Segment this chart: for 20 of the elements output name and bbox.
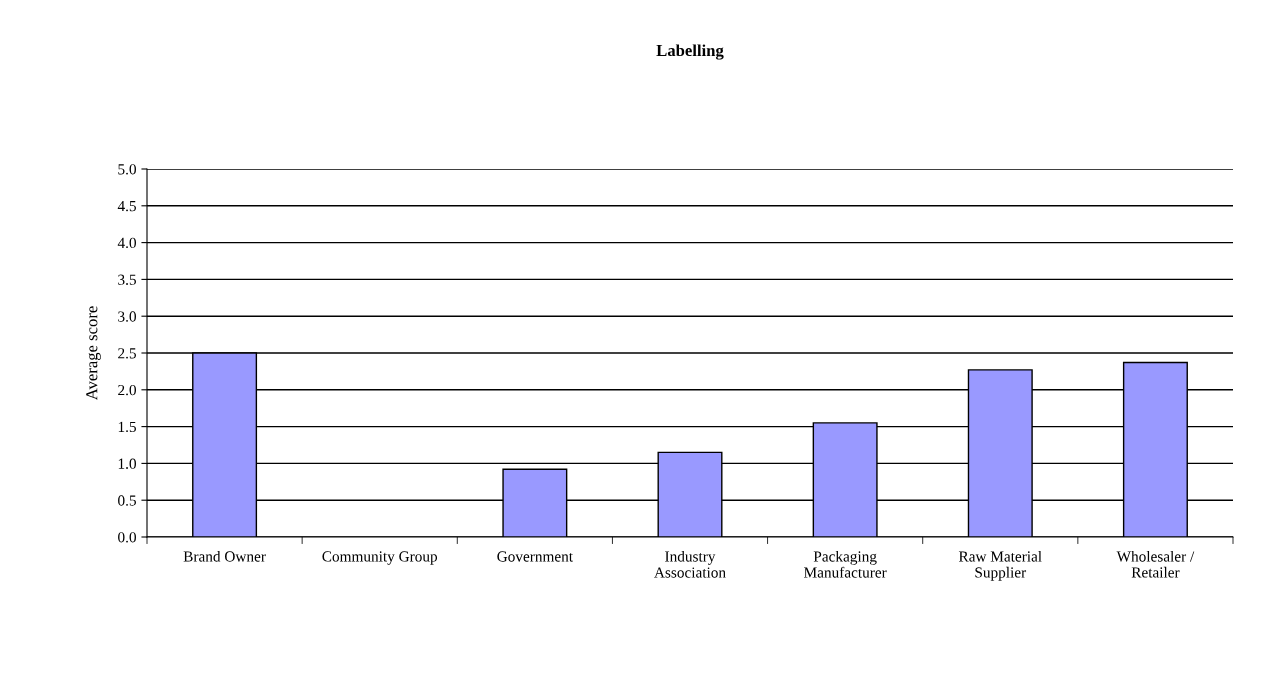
- y-tick-label: 2.5: [118, 348, 136, 359]
- x-tick-label: Government: [497, 551, 573, 562]
- x-tick-label: Brand Owner: [183, 550, 266, 562]
- x-tick-label: Community Group: [322, 551, 438, 565]
- y-tick-label: 4.5: [117, 201, 136, 212]
- y-tick-label: 3.0: [118, 311, 136, 322]
- x-tick-label: Raw Material Supplier: [958, 550, 1042, 581]
- x-tick-label: Wholesaler / Retailer: [1116, 550, 1195, 578]
- y-tick-label: 1.0: [118, 458, 136, 469]
- y-tick-label: 5.0: [118, 164, 136, 175]
- x-tick-label: Industry Association: [654, 550, 726, 578]
- chart-title: Labelling: [656, 44, 724, 60]
- y-tick-label: 3.5: [118, 274, 136, 285]
- y-tick-label: 0.0: [118, 532, 136, 543]
- x-tick-label: Packaging Manufacturer: [804, 550, 887, 578]
- y-axis-title: Average score: [86, 306, 101, 401]
- y-tick-label: 1.5: [118, 421, 136, 433]
- y-tick-label: 2.0: [118, 384, 136, 396]
- y-tick-label: 4.0: [117, 237, 136, 249]
- y-tick-label: 0.5: [118, 495, 136, 506]
